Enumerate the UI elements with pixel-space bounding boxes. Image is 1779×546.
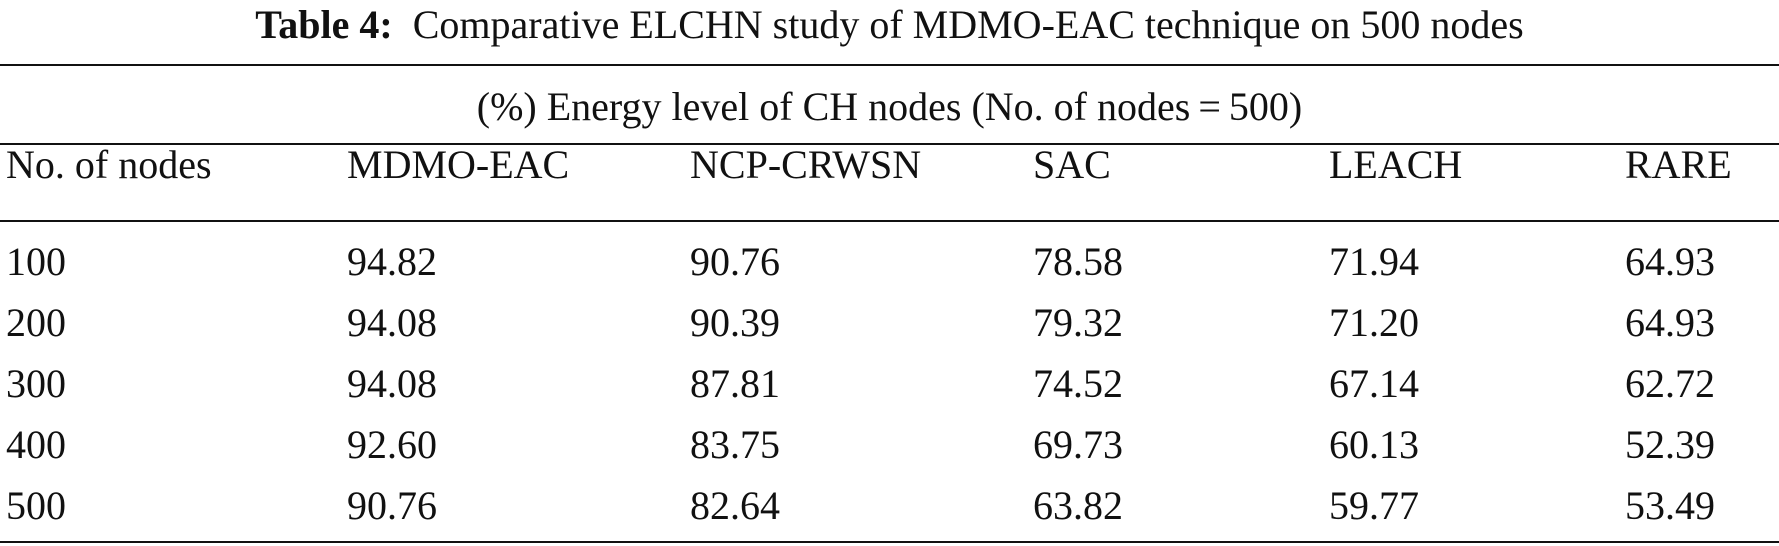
column-header-nodes: No. of nodes xyxy=(6,142,212,187)
bottom-rule xyxy=(0,541,1779,543)
table-caption-label: Table 4: xyxy=(255,2,393,47)
cell-rare: 53.49 xyxy=(1625,483,1715,528)
cell-nodes: 100 xyxy=(6,239,66,284)
cell-rare: 64.93 xyxy=(1625,239,1715,284)
cell-mdmo-eac: 92.60 xyxy=(347,422,437,467)
cell-mdmo-eac: 94.82 xyxy=(347,239,437,284)
span-header-rule xyxy=(0,143,1779,145)
cell-ncp-crwsn: 82.64 xyxy=(690,483,780,528)
table-caption-text: Comparative ELCHN study of MDMO-EAC tech… xyxy=(412,2,1524,47)
cell-rare: 64.93 xyxy=(1625,300,1715,345)
table-header-row: No. of nodes MDMO-EAC NCP-CRWSN SAC LEAC… xyxy=(0,135,1779,195)
cell-sac: 78.58 xyxy=(1033,239,1123,284)
table-span-header: (%) Energy level of CH nodes (No. of nod… xyxy=(476,84,1303,129)
cell-nodes: 400 xyxy=(6,422,66,467)
cell-leach: 59.77 xyxy=(1329,483,1419,528)
cell-leach: 71.20 xyxy=(1329,300,1419,345)
cell-sac: 69.73 xyxy=(1033,422,1123,467)
top-rule xyxy=(0,64,1779,66)
cell-ncp-crwsn: 90.39 xyxy=(690,300,780,345)
cell-mdmo-eac: 90.76 xyxy=(347,483,437,528)
cell-nodes: 500 xyxy=(6,483,66,528)
cell-mdmo-eac: 94.08 xyxy=(347,361,437,406)
cell-mdmo-eac: 94.08 xyxy=(347,300,437,345)
cell-ncp-crwsn: 90.76 xyxy=(690,239,780,284)
column-header-sac: SAC xyxy=(1033,142,1111,187)
column-header-ncp-crwsn: NCP-CRWSN xyxy=(690,142,922,187)
table-row: 400 92.60 83.75 69.73 60.13 52.39 xyxy=(0,415,1779,475)
cell-leach: 60.13 xyxy=(1329,422,1419,467)
header-rule xyxy=(0,220,1779,222)
table-row: 500 90.76 82.64 63.82 59.77 53.49 xyxy=(0,476,1779,536)
table-row: 300 94.08 87.81 74.52 67.14 62.72 xyxy=(0,354,1779,414)
cell-sac: 79.32 xyxy=(1033,300,1123,345)
cell-nodes: 300 xyxy=(6,361,66,406)
column-header-mdmo-eac: MDMO-EAC xyxy=(347,142,570,187)
table-row: 100 94.82 90.76 78.58 71.94 64.93 xyxy=(0,232,1779,292)
cell-nodes: 200 xyxy=(6,300,66,345)
cell-leach: 71.94 xyxy=(1329,239,1419,284)
cell-sac: 63.82 xyxy=(1033,483,1123,528)
table-row: 200 94.08 90.39 79.32 71.20 64.93 xyxy=(0,293,1779,353)
cell-sac: 74.52 xyxy=(1033,361,1123,406)
cell-ncp-crwsn: 83.75 xyxy=(690,422,780,467)
cell-leach: 67.14 xyxy=(1329,361,1419,406)
cell-rare: 62.72 xyxy=(1625,361,1715,406)
column-header-leach: LEACH xyxy=(1329,142,1463,187)
table-caption: Table 4: Comparative ELCHN study of MDMO… xyxy=(0,0,1779,58)
cell-rare: 52.39 xyxy=(1625,422,1715,467)
cell-ncp-crwsn: 87.81 xyxy=(690,361,780,406)
column-header-rare: RARE xyxy=(1625,142,1732,187)
